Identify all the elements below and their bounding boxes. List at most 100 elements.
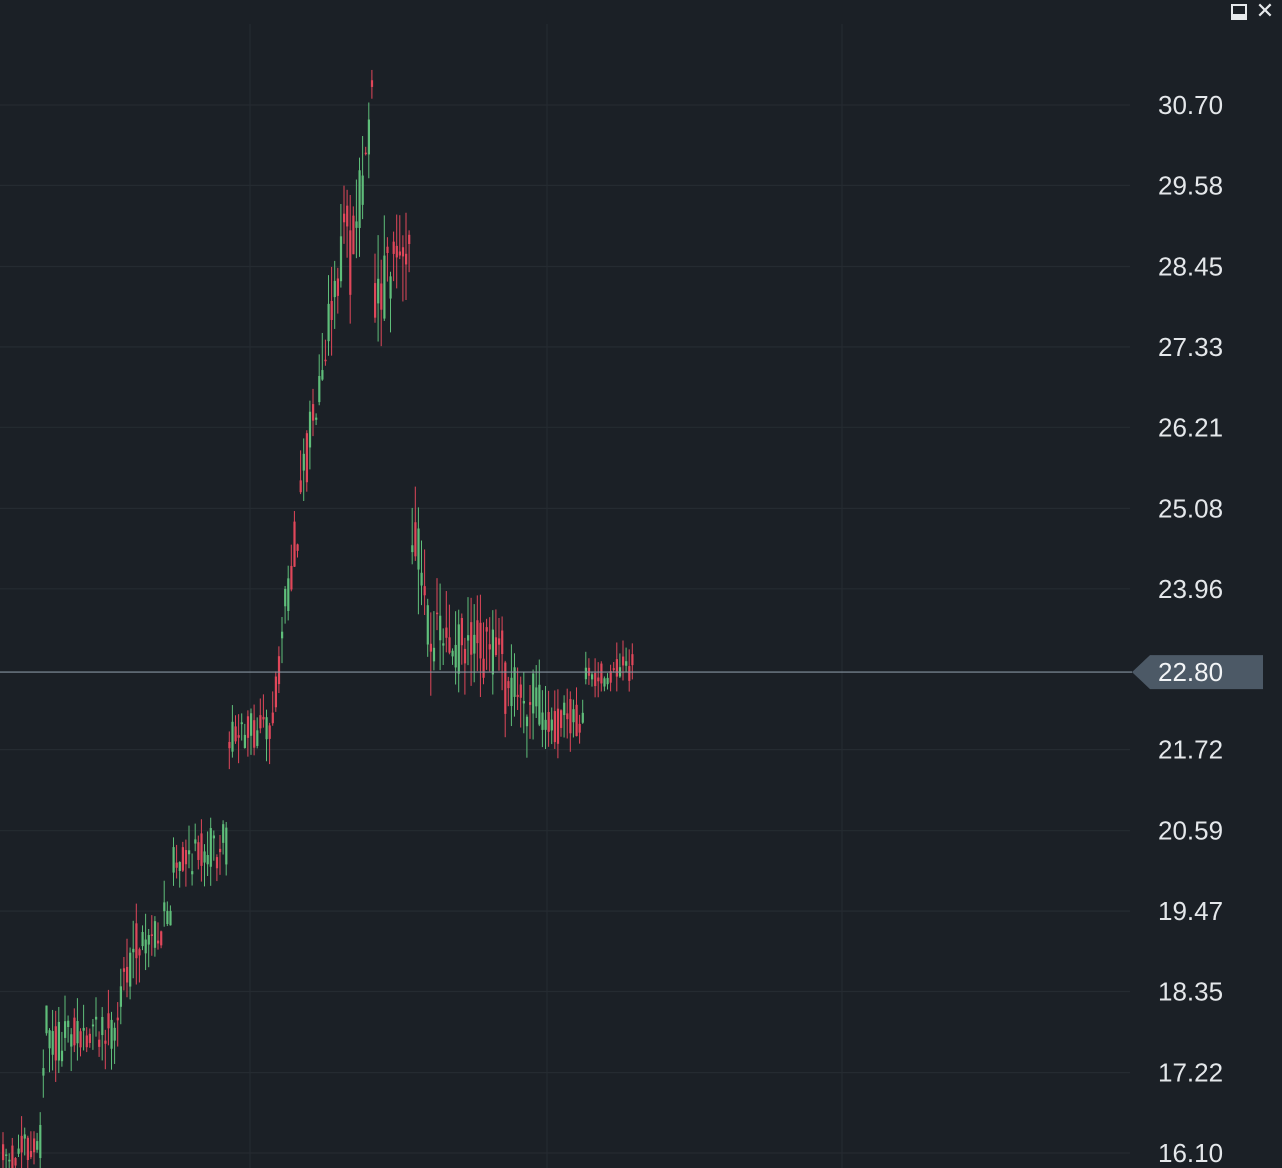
candle-up: [265, 717, 268, 740]
candle-up: [8, 1159, 11, 1162]
candle-down: [228, 741, 231, 749]
candle-up: [147, 935, 150, 945]
candle-down: [200, 833, 203, 866]
candle-up: [525, 716, 529, 727]
candle-down: [150, 934, 153, 936]
candle-down: [395, 245, 398, 258]
candle-up: [188, 850, 191, 855]
candle-up: [389, 276, 392, 299]
candle-down: [622, 656, 625, 666]
candle-up: [64, 1021, 67, 1038]
current-price-label: 22.80: [1158, 657, 1223, 687]
candle-down: [448, 637, 451, 653]
candle-down: [414, 522, 417, 557]
candle-down: [398, 251, 401, 256]
candle-down: [181, 847, 184, 871]
candle-up: [339, 236, 343, 282]
candle-up: [302, 453, 305, 471]
y-tick-label: 21.72: [1158, 735, 1223, 765]
candle-up: [420, 572, 423, 586]
candle-down: [33, 1138, 36, 1153]
y-tick-label: 25.08: [1158, 493, 1223, 523]
candle-down: [2, 1144, 5, 1161]
candle-down: [160, 931, 163, 946]
candle-up: [538, 684, 541, 725]
candle-up: [606, 677, 609, 685]
candle-up: [36, 1141, 39, 1150]
candle-down: [600, 663, 603, 684]
candle-up: [95, 1016, 98, 1020]
y-tick-label: 26.21: [1158, 412, 1223, 442]
candle-up: [383, 255, 386, 319]
candle-up: [513, 667, 516, 697]
candle-down: [476, 620, 479, 644]
candle-up: [426, 605, 429, 645]
candle-up: [522, 700, 525, 704]
candle-down: [504, 662, 507, 714]
candle-down: [330, 300, 333, 321]
candle-up: [172, 847, 175, 873]
candle-up: [417, 528, 420, 570]
candle-down: [386, 246, 389, 253]
candle-down: [578, 723, 581, 733]
candle-down: [631, 654, 634, 666]
candle-up: [432, 647, 436, 662]
candle-up: [491, 629, 494, 675]
candle-down: [479, 622, 482, 659]
candle-down: [352, 215, 355, 255]
close-icon[interactable]: ✕: [1256, 1, 1274, 23]
candle-down: [26, 1137, 29, 1161]
y-tick-label: 17.22: [1158, 1058, 1223, 1088]
candle-down: [219, 848, 222, 853]
candle-down: [370, 80, 374, 87]
candle-up: [281, 631, 284, 639]
candle-up: [194, 839, 197, 844]
candle-down: [529, 702, 532, 705]
candle-up: [355, 221, 358, 228]
candle-up: [166, 910, 169, 925]
y-tick-label: 23.96: [1158, 574, 1223, 604]
candles: [2, 69, 634, 1168]
candle-down: [234, 726, 237, 742]
candle-down: [116, 1017, 119, 1021]
candle-down: [85, 1035, 88, 1048]
candle-down: [107, 1013, 110, 1029]
candle-up: [119, 986, 122, 1007]
y-tick-label: 18.35: [1158, 976, 1223, 1006]
candle-down: [460, 618, 463, 646]
window-controls: ✕: [1230, 0, 1274, 24]
candle-up: [256, 730, 259, 746]
candle-down: [88, 1033, 91, 1043]
candle-down: [488, 644, 491, 650]
candle-down: [380, 283, 383, 310]
candle-up: [439, 615, 442, 641]
candle-up: [532, 673, 535, 714]
candle-down: [401, 247, 405, 257]
candle-up: [510, 677, 513, 707]
candle-down: [343, 213, 346, 223]
candle-up: [308, 411, 312, 448]
candle-up: [203, 851, 206, 863]
candle-down: [615, 659, 618, 677]
candle-down: [324, 359, 327, 362]
candle-up: [603, 678, 606, 687]
candle-up: [42, 1068, 45, 1076]
candle-down: [253, 720, 256, 748]
candle-up: [222, 824, 225, 843]
candle-up: [584, 667, 587, 680]
candle-down: [553, 711, 556, 743]
candle-down: [519, 684, 522, 698]
candle-up: [57, 1021, 60, 1061]
candle-up: [101, 1016, 104, 1036]
candle-down: [556, 708, 560, 744]
candle-up: [563, 702, 566, 716]
candle-down: [485, 627, 488, 632]
minimize-icon[interactable]: [1230, 3, 1248, 21]
candle-down: [296, 544, 299, 551]
y-tick-label: 19.47: [1158, 896, 1223, 926]
candle-down: [423, 586, 426, 596]
candle-up: [541, 712, 544, 730]
candle-down: [20, 1135, 23, 1153]
